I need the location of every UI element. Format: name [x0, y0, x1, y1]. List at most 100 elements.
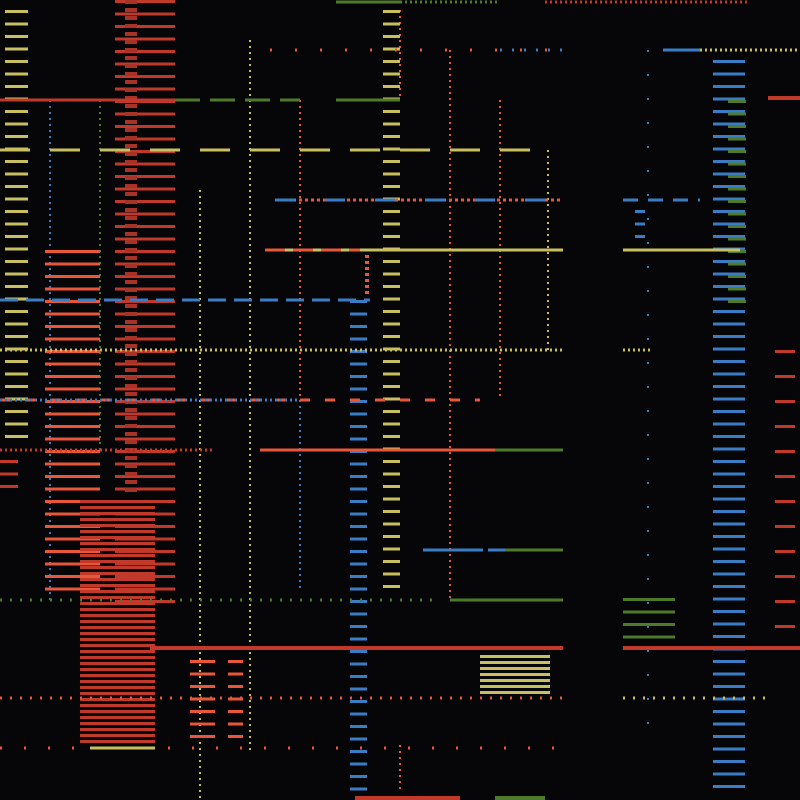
stripe	[80, 560, 155, 563]
stripe	[0, 460, 18, 463]
stripe	[728, 112, 746, 116]
stripe	[728, 150, 746, 153]
stripe	[635, 235, 645, 238]
stripe	[350, 662, 367, 666]
stripe	[350, 750, 367, 753]
stripe	[713, 447, 745, 451]
stripe	[115, 162, 175, 166]
stripe	[713, 572, 745, 576]
stripe	[350, 687, 367, 691]
stripe	[350, 675, 367, 678]
stripe	[350, 712, 367, 716]
stripe	[383, 185, 400, 188]
stripe	[728, 200, 746, 203]
stripe	[713, 185, 745, 188]
stripe	[350, 312, 367, 316]
stripe	[115, 262, 175, 266]
stripe	[5, 260, 28, 263]
stripe	[125, 464, 137, 468]
stripe	[713, 235, 745, 238]
stripe	[713, 510, 745, 513]
stripe	[125, 248, 137, 252]
stripe	[80, 572, 155, 575]
stripe	[125, 144, 137, 148]
stripe	[115, 75, 175, 78]
stripe	[125, 104, 137, 108]
stripe	[350, 737, 367, 741]
stripe	[80, 500, 155, 503]
stripe	[480, 679, 550, 682]
stripe	[713, 172, 745, 176]
stripe	[80, 626, 155, 629]
stripe	[125, 376, 137, 380]
stripe	[350, 487, 367, 491]
stripe	[115, 412, 175, 416]
stripe	[45, 300, 100, 303]
stripe	[45, 312, 100, 316]
stripe	[115, 287, 175, 291]
stripe	[713, 72, 745, 76]
stripe	[0, 472, 18, 476]
stripe	[125, 216, 137, 220]
stripe	[728, 262, 746, 266]
stripe	[80, 566, 155, 569]
stripe	[80, 644, 155, 647]
stripe	[383, 422, 400, 426]
stripe	[80, 722, 155, 725]
stripe	[45, 287, 100, 291]
stripe	[80, 716, 155, 719]
stripe	[45, 262, 100, 266]
stripe	[45, 525, 100, 528]
stripe	[5, 310, 28, 313]
stripe	[480, 685, 550, 688]
stripe	[80, 656, 155, 659]
stripe	[5, 85, 28, 88]
stripe	[350, 537, 367, 541]
stripe	[115, 375, 175, 378]
stripe	[80, 596, 155, 599]
stripe	[383, 397, 400, 401]
stripe	[350, 587, 367, 591]
stripe	[125, 416, 137, 420]
stripe	[383, 360, 400, 363]
stripe	[115, 187, 175, 191]
stripe	[350, 462, 367, 466]
stripe	[350, 625, 367, 628]
stripe	[125, 56, 137, 60]
stripe	[383, 385, 400, 388]
stripe	[713, 272, 745, 276]
stripe	[623, 635, 675, 639]
stripe	[125, 480, 137, 484]
stripe	[350, 475, 367, 478]
stripe	[623, 610, 675, 614]
stripe	[480, 691, 550, 694]
stripe	[480, 661, 550, 664]
stripe	[125, 408, 137, 412]
stripe	[228, 697, 243, 701]
stripe	[5, 235, 28, 238]
stripe	[45, 275, 100, 278]
stripe	[383, 522, 400, 526]
stripe	[713, 335, 745, 338]
stripe	[45, 537, 100, 541]
stripe	[350, 337, 367, 341]
stripe	[125, 24, 137, 28]
stripe	[713, 485, 745, 488]
stripe	[775, 375, 795, 378]
stripe	[190, 672, 215, 676]
stripe	[713, 347, 745, 351]
stripe	[125, 200, 137, 204]
stripe	[115, 50, 175, 53]
stripe	[45, 425, 100, 428]
stripe	[125, 360, 137, 364]
stripe	[713, 760, 745, 763]
stripe	[350, 550, 367, 553]
stripe	[125, 392, 137, 396]
stripe	[125, 168, 137, 172]
stripe	[713, 260, 745, 263]
stripe	[125, 192, 137, 196]
stripe	[115, 325, 175, 328]
stripe	[5, 35, 28, 38]
stripe	[480, 673, 550, 676]
